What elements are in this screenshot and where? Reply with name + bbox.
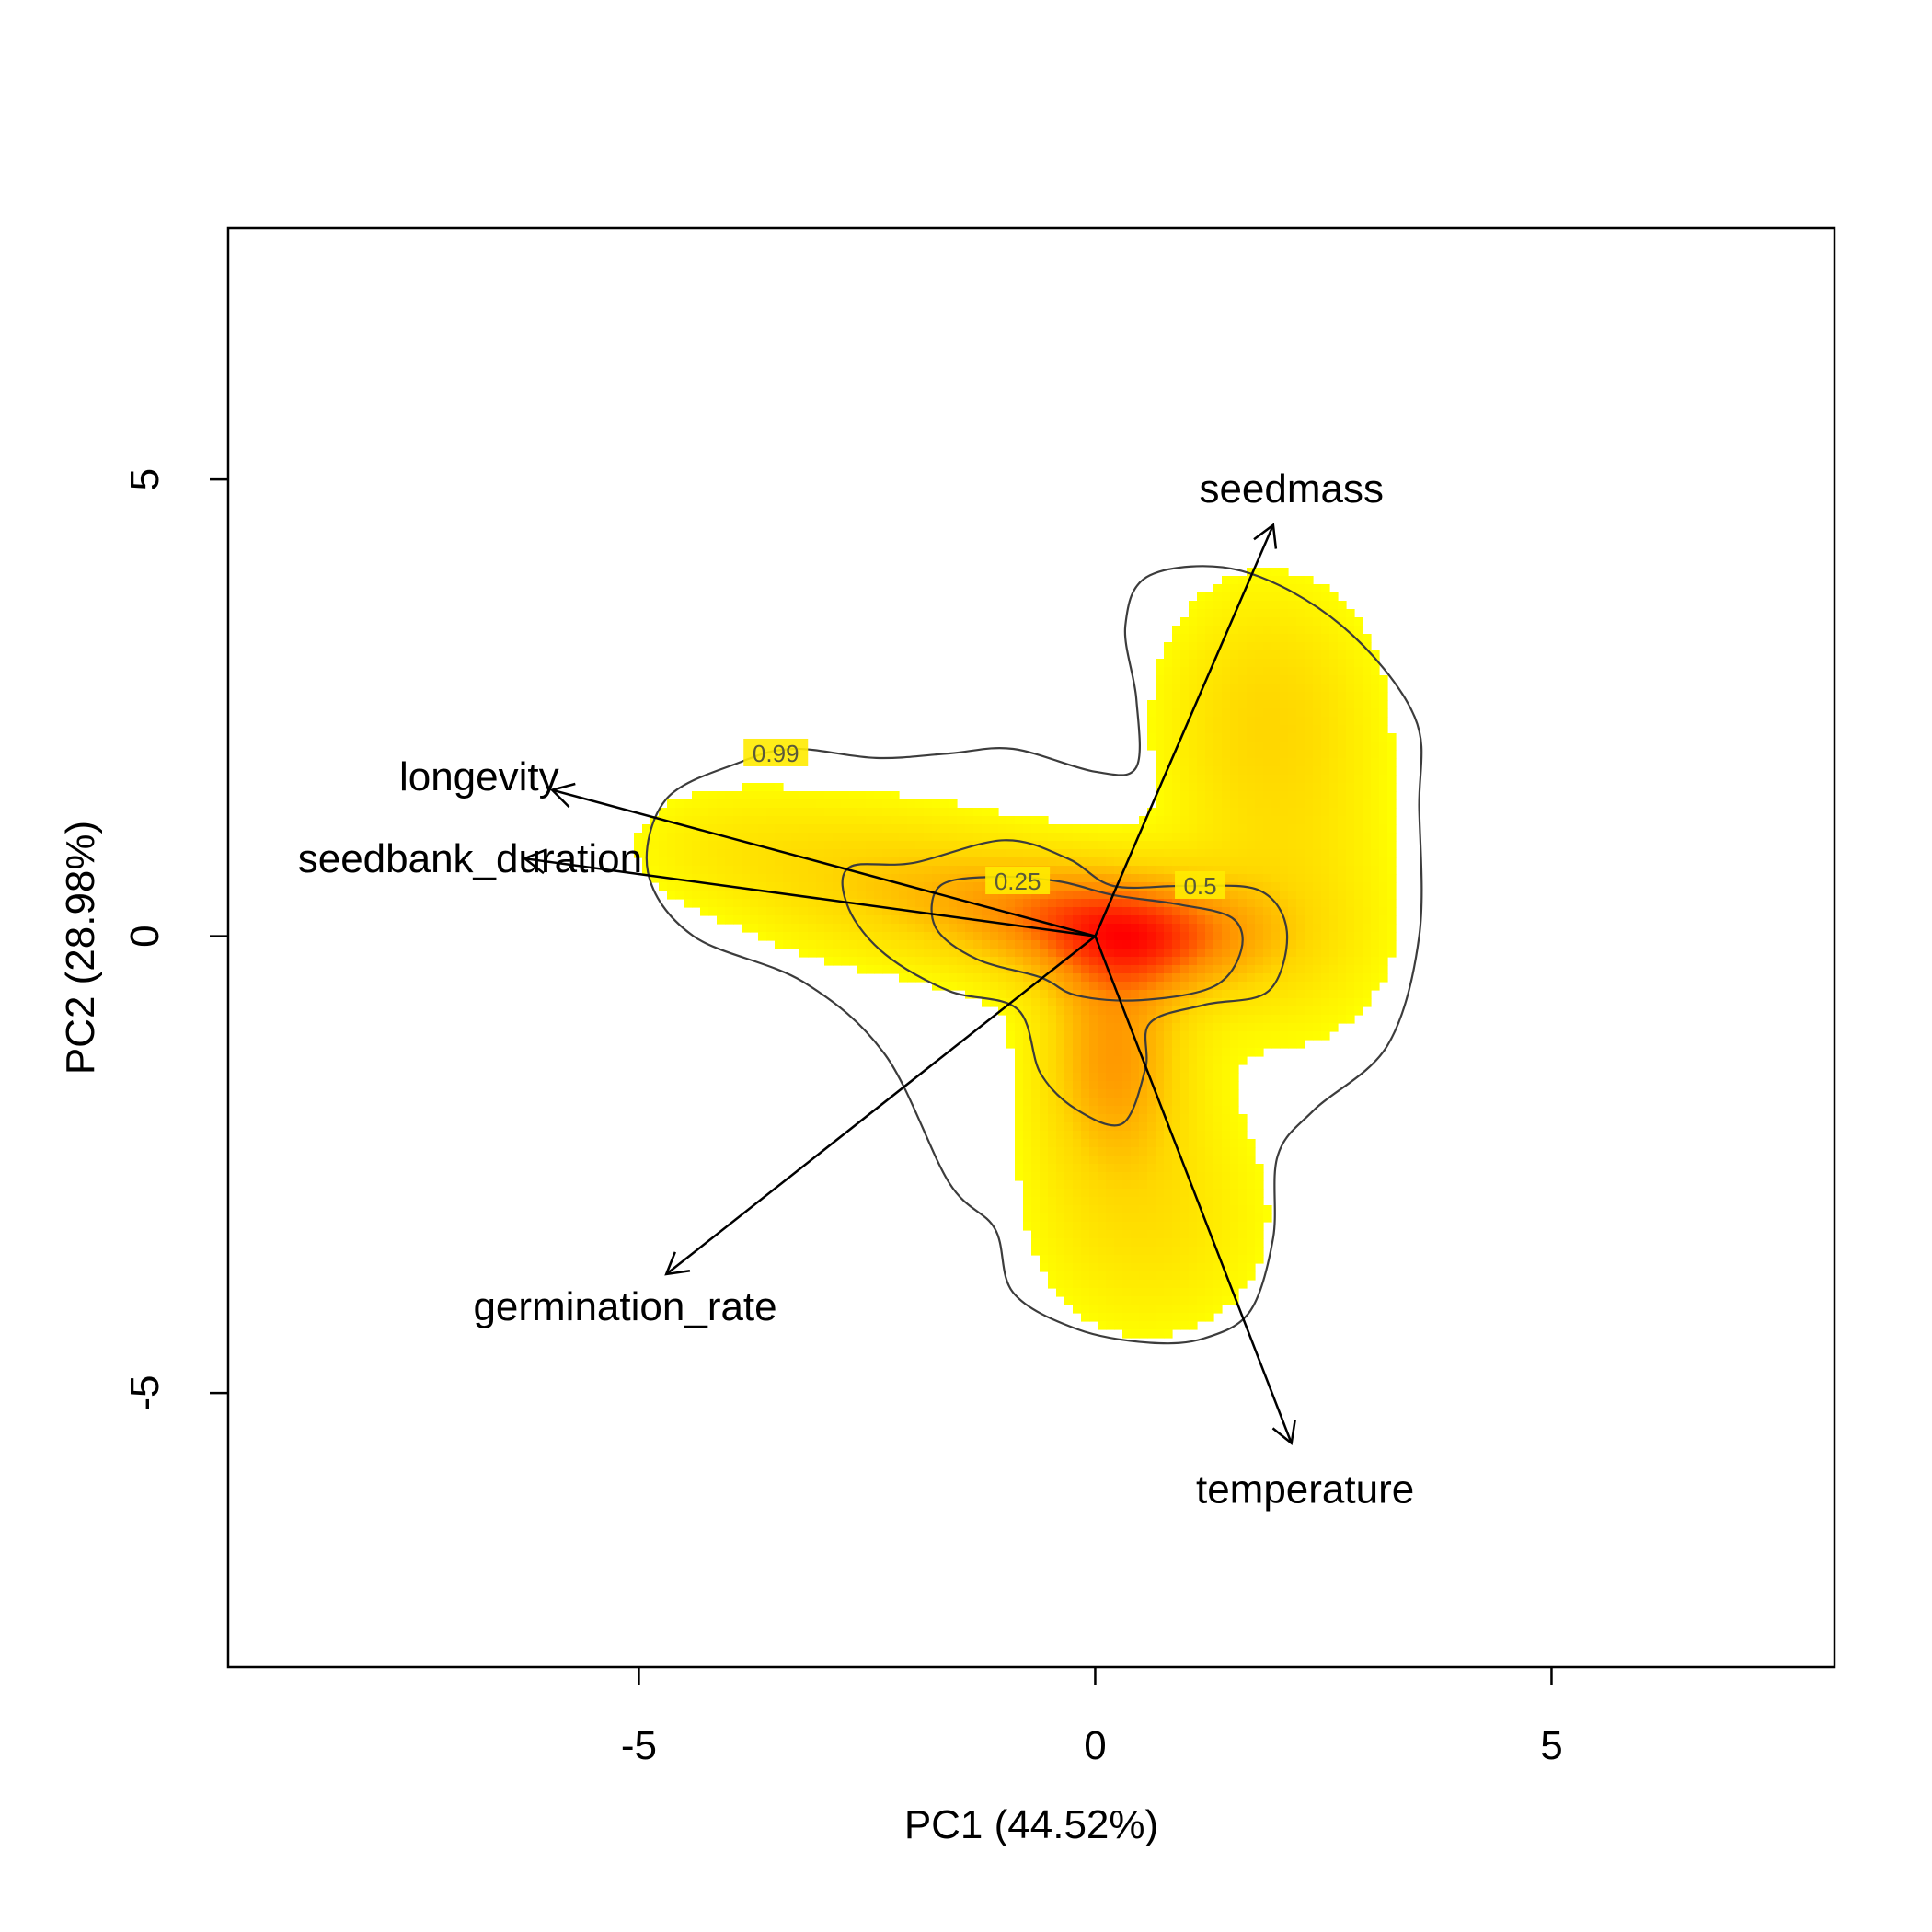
arrow-label-seedbank_duration: seedbank_duration	[298, 836, 642, 881]
x-axis-ticks: -5 0 5	[621, 1667, 1563, 1768]
x-tick-label: 0	[1084, 1723, 1106, 1768]
arrowhead-seedmass	[1253, 523, 1278, 549]
contour-label-bg-1	[1175, 870, 1226, 899]
contour-label-0: 0.99	[753, 740, 799, 767]
arrow-seedmass	[1094, 524, 1275, 937]
arrow-temperature	[1094, 936, 1293, 1444]
arrowhead-seedbank_duration	[522, 848, 547, 875]
arrow-seedbank_duration	[524, 857, 1096, 937]
contour-label-bg-2	[985, 867, 1051, 895]
arrowhead-germination_rate	[664, 1251, 691, 1276]
y-tick-label: 0	[122, 925, 167, 947]
arrow-germination_rate	[665, 935, 1097, 1275]
loading-arrows: seedmass longevity seedbank_durationgermin…	[298, 466, 1414, 1512]
x-tick-label: 5	[1540, 1723, 1562, 1768]
arrow-label-temperature: temperature	[1196, 1466, 1414, 1512]
x-tick-label: -5	[621, 1723, 657, 1768]
plot-frame	[226, 226, 1836, 1669]
x-axis-title: PC1 (44.52%)	[904, 1802, 1158, 1847]
arrowhead-temperature	[1271, 1419, 1296, 1446]
contour-line-0	[645, 565, 1423, 1345]
arrow-label-longevity: longevity	[399, 754, 559, 799]
y-axis-title: PC2 (28.98%)	[58, 821, 103, 1075]
y-axis-ticks: -5 0 5	[122, 468, 228, 1411]
arrow-longevity	[551, 788, 1096, 937]
contour-label-1: 0.5	[1183, 872, 1216, 900]
density-heatmap	[634, 568, 1397, 1339]
y-tick-label: 5	[122, 468, 167, 490]
contour-label-2: 0.25	[995, 868, 1041, 895]
arrow-label-seedmass: seedmass	[1199, 466, 1384, 512]
arrowhead-longevity	[549, 782, 576, 808]
contour-line-1	[841, 839, 1289, 1127]
density-contours: 0.99 0.5 0.25	[645, 565, 1423, 1345]
contour-line-2	[930, 875, 1244, 1002]
contour-label-bg-0	[743, 738, 809, 766]
arrow-label-germination_rate: germination_rate	[473, 1284, 776, 1329]
y-tick-label: -5	[122, 1375, 167, 1411]
